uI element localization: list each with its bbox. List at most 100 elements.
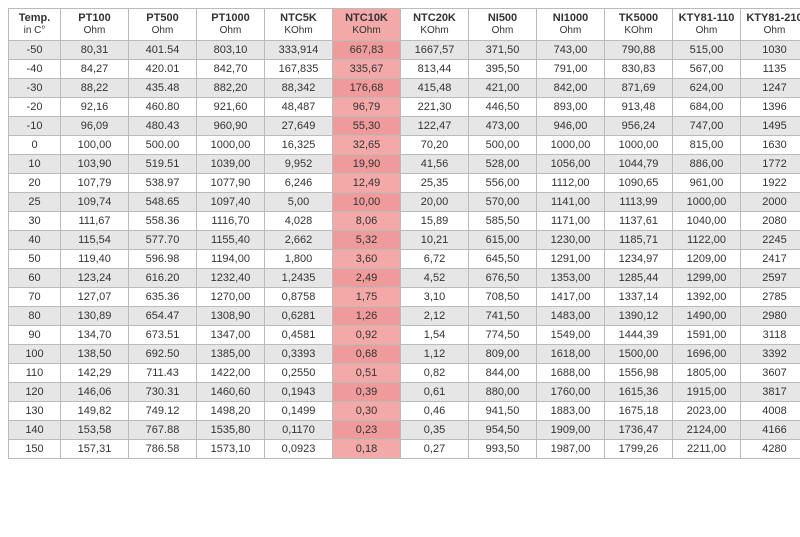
cell: 1232,40 (197, 269, 265, 288)
table-row: 60123,24616.201232,401,24352,494,52676,5… (9, 269, 800, 288)
table-row: -2092,16460.80921,6048,48796,79221,30446… (9, 98, 800, 117)
col-header-6: NTC20KKOhm (401, 9, 469, 41)
cell: 1141,00 (537, 193, 605, 212)
cell: 1056,00 (537, 155, 605, 174)
cell: 157,31 (61, 440, 129, 459)
cell: 1337,14 (605, 288, 673, 307)
table-row: 150157,31786.581573,100,09230,180,27993,… (9, 440, 800, 459)
cell: 1270,00 (197, 288, 265, 307)
cell: 9,952 (265, 155, 333, 174)
cell: 558.36 (129, 212, 197, 231)
col-label: NTC20K (413, 12, 456, 24)
cell: 1460,60 (197, 383, 265, 402)
cell: 711.43 (129, 364, 197, 383)
cell: 142,29 (61, 364, 129, 383)
cell: 1922 (741, 174, 800, 193)
table-row: 10103,90519.511039,009,95219,9041,56528,… (9, 155, 800, 174)
cell: 460.80 (129, 98, 197, 117)
cell: 1353,00 (537, 269, 605, 288)
cell: 1030 (741, 41, 800, 60)
table-row: 120146,06730.311460,600,19430,390,61880,… (9, 383, 800, 402)
cell: 615,00 (469, 231, 537, 250)
cell: 107,79 (61, 174, 129, 193)
table-row: -3088,22435.48882,2088,342176,68415,4842… (9, 79, 800, 98)
cell: 5,00 (265, 193, 333, 212)
cell: 401.54 (129, 41, 197, 60)
cell: 830,83 (605, 60, 673, 79)
cell: 0,1943 (265, 383, 333, 402)
cell: 70 (9, 288, 61, 307)
cell: 1688,00 (537, 364, 605, 383)
cell: 1171,00 (537, 212, 605, 231)
cell: 961,00 (673, 174, 741, 193)
cell: 10,00 (333, 193, 401, 212)
cell: 767.88 (129, 421, 197, 440)
cell: 1039,00 (197, 155, 265, 174)
cell: 138,50 (61, 345, 129, 364)
cell: 882,20 (197, 79, 265, 98)
cell: 1,75 (333, 288, 401, 307)
cell: 1000,00 (197, 136, 265, 155)
cell: 548.65 (129, 193, 197, 212)
cell: 12,49 (333, 174, 401, 193)
col-unit: Ohm (65, 25, 124, 37)
cell: 1417,00 (537, 288, 605, 307)
cell: 1247 (741, 79, 800, 98)
cell: 435.48 (129, 79, 197, 98)
cell: 130,89 (61, 307, 129, 326)
cell: 1805,00 (673, 364, 741, 383)
cell: 2023,00 (673, 402, 741, 421)
cell: 0,1170 (265, 421, 333, 440)
cell: 130 (9, 402, 61, 421)
cell: 5,32 (333, 231, 401, 250)
cell: 122,47 (401, 117, 469, 136)
cell: 40 (9, 231, 61, 250)
table-row: 25109,74548.651097,405,0010,0020,00570,0… (9, 193, 800, 212)
cell: 954,50 (469, 421, 537, 440)
cell: 1987,00 (537, 440, 605, 459)
col-unit: Ohm (473, 25, 532, 37)
cell: 1675,18 (605, 402, 673, 421)
cell: 127,07 (61, 288, 129, 307)
cell: 790,88 (605, 41, 673, 60)
cell: 0,61 (401, 383, 469, 402)
cell: -30 (9, 79, 61, 98)
col-label: PT1000 (211, 12, 250, 24)
cell: 570,00 (469, 193, 537, 212)
col-unit: Ohm (677, 25, 736, 37)
cell: 0,6281 (265, 307, 333, 326)
col-header-0: Temp.in C° (9, 9, 61, 41)
cell: 803,10 (197, 41, 265, 60)
cell: 2597 (741, 269, 800, 288)
cell: 16,325 (265, 136, 333, 155)
table-row: 110142,29711.431422,000,25500,510,82844,… (9, 364, 800, 383)
cell: 1883,00 (537, 402, 605, 421)
cell: 4,52 (401, 269, 469, 288)
cell: -40 (9, 60, 61, 79)
col-label: PT500 (146, 12, 178, 24)
sensor-resistance-table: Temp.in C°PT100OhmPT500OhmPT1000OhmNTC5K… (8, 8, 800, 459)
cell: 0,35 (401, 421, 469, 440)
cell: 500.00 (129, 136, 197, 155)
cell: 0,30 (333, 402, 401, 421)
cell: 743,00 (537, 41, 605, 60)
cell: 941,50 (469, 402, 537, 421)
cell: 1113,99 (605, 193, 673, 212)
col-unit: Ohm (541, 25, 600, 37)
cell: 1185,71 (605, 231, 673, 250)
cell: 100 (9, 345, 61, 364)
cell: 0,8758 (265, 288, 333, 307)
cell: 692.50 (129, 345, 197, 364)
cell: 1495 (741, 117, 800, 136)
col-label: NTC5K (280, 12, 317, 24)
cell: 1291,00 (537, 250, 605, 269)
col-unit: KOhm (405, 25, 464, 37)
cell: 1535,80 (197, 421, 265, 440)
cell: 791,00 (537, 60, 605, 79)
cell: 1483,00 (537, 307, 605, 326)
cell: 1044,79 (605, 155, 673, 174)
cell: 1308,90 (197, 307, 265, 326)
cell: 100,00 (61, 136, 129, 155)
cell: -50 (9, 41, 61, 60)
col-label: TK5000 (619, 12, 658, 24)
